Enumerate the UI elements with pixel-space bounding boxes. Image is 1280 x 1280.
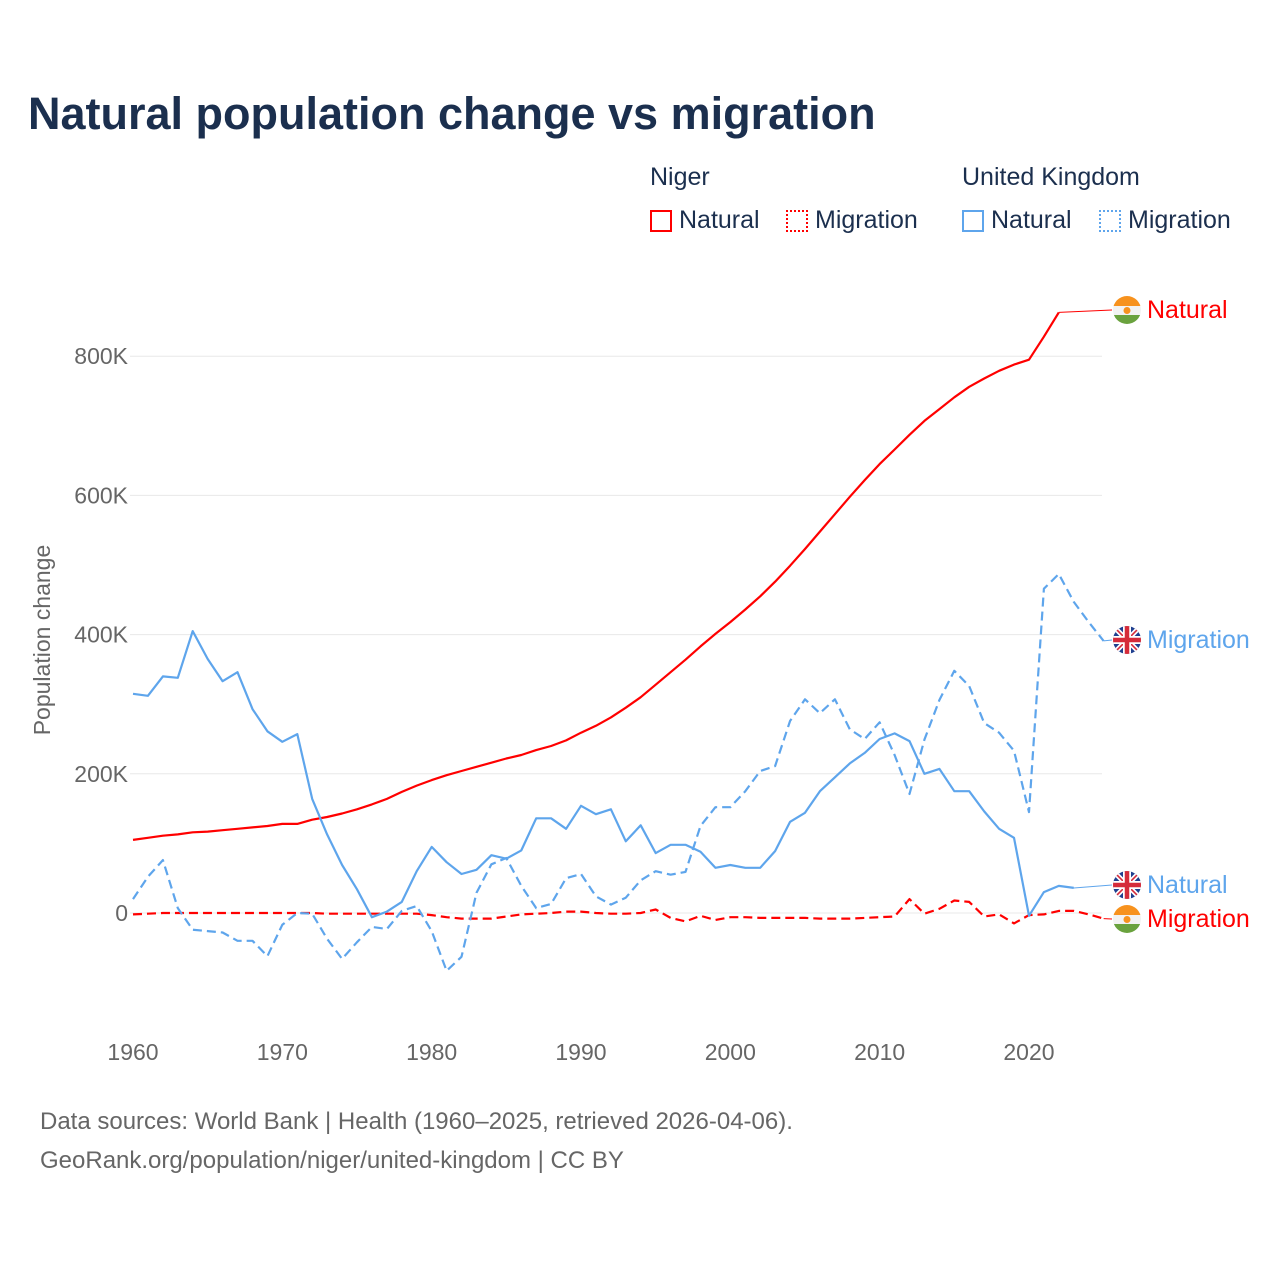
flag-cross-red	[1113, 626, 1141, 654]
y-tick-label: 400K	[74, 622, 128, 648]
x-tick-label: 2010	[854, 1039, 905, 1065]
series-line-united-kingdom-migration	[132, 572, 1105, 972]
y-tick-label: 600K	[74, 482, 128, 508]
series-line-united-kingdom-natural	[132, 630, 1074, 919]
flag-stripe	[1113, 315, 1141, 324]
legend-group-uk: United Kingdom	[962, 163, 1140, 191]
x-tick-label: 1990	[555, 1039, 606, 1065]
x-tick-label: 1960	[107, 1039, 158, 1065]
x-tick-label: 2020	[1003, 1039, 1054, 1065]
flag-body	[1113, 905, 1141, 933]
label-connector	[1103, 639, 1113, 642]
x-tick-label: 1970	[257, 1039, 308, 1065]
flag-sun	[1123, 307, 1131, 314]
legend-label: Natural	[679, 206, 760, 234]
label-connector	[1058, 309, 1113, 313]
legend-group-niger: Niger	[650, 163, 710, 191]
legend-uk-migration[interactable]: Migration	[1099, 206, 1231, 235]
legend-label: Natural	[991, 206, 1072, 234]
solid-swatch-icon	[650, 209, 672, 232]
flag-body	[1113, 626, 1141, 654]
legend-uk-natural[interactable]: Natural	[962, 206, 1072, 235]
solid-swatch-icon	[962, 209, 984, 232]
dotted-swatch-icon	[786, 209, 808, 232]
y-tick-label: 0	[115, 900, 128, 926]
y-tick-label: 800K	[74, 343, 128, 369]
legend-niger-migration[interactable]: Migration	[786, 206, 918, 235]
flag-stripe	[1113, 905, 1141, 915]
chart-title: Natural population change vs migration	[28, 88, 876, 139]
series-end-label: Migration	[1147, 626, 1250, 654]
series-line-niger-natural	[132, 311, 1060, 841]
flag-body	[1113, 871, 1141, 899]
footer-source: Data sources: World Bank | Health (1960–…	[40, 1108, 793, 1135]
series-end-label: Natural	[1147, 871, 1228, 899]
legend-label: Migration	[815, 206, 918, 234]
uk-flag-icon	[1113, 871, 1141, 899]
x-tick-label: 1980	[406, 1039, 457, 1065]
uk-flag-icon	[1113, 626, 1141, 654]
flag-cross-red	[1113, 871, 1141, 899]
legend-label: Migration	[1128, 206, 1231, 234]
label-connector	[1073, 884, 1113, 889]
series-end-label: Natural	[1147, 296, 1228, 324]
x-tick-label: 2000	[705, 1039, 756, 1065]
flag-sun	[1123, 916, 1131, 923]
dotted-swatch-icon	[1099, 209, 1121, 232]
series-end-label: Migration	[1147, 905, 1250, 933]
flag-stripe	[1113, 296, 1141, 306]
series-line-niger-migration	[132, 898, 1104, 925]
legend-niger-natural[interactable]: Natural	[650, 206, 760, 235]
y-tick-label: 200K	[74, 761, 128, 787]
niger-flag-icon	[1113, 296, 1141, 324]
y-axis-label: Population change	[29, 545, 55, 736]
niger-flag-icon	[1113, 905, 1141, 933]
footer-link[interactable]: GeoRank.org/population/niger/united-king…	[40, 1147, 624, 1174]
flag-body	[1113, 296, 1141, 324]
flag-stripe	[1113, 924, 1141, 933]
